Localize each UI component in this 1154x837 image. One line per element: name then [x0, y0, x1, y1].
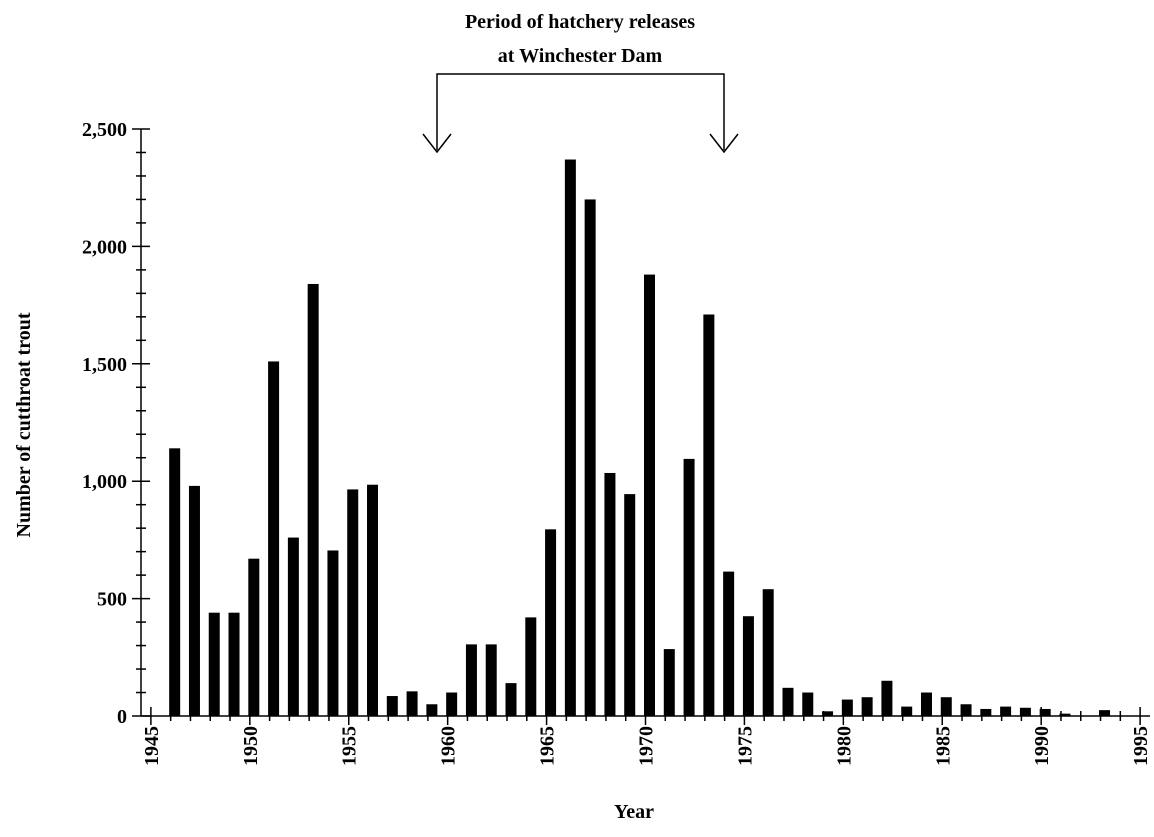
- x-tick-label: 1945: [141, 726, 163, 766]
- bar: [347, 489, 359, 716]
- bar: [228, 612, 240, 716]
- bar: [1019, 707, 1031, 716]
- bar: [188, 485, 200, 716]
- bar: [367, 484, 379, 716]
- x-tick-label: 1970: [636, 726, 658, 766]
- annotation-line: Period of hatchery releases: [465, 11, 695, 33]
- bar: [268, 361, 280, 716]
- annotation-bracket: [436, 73, 725, 150]
- bar: [604, 472, 616, 716]
- x-tick-label: 1980: [833, 726, 855, 766]
- bar: [208, 612, 220, 716]
- bar: [1039, 708, 1051, 716]
- bar: [485, 644, 497, 716]
- bar: [505, 683, 517, 716]
- bar: [545, 529, 557, 716]
- bar: [822, 711, 834, 716]
- y-tick-label: 1,000: [82, 471, 127, 493]
- bar: [327, 550, 339, 716]
- bar: [920, 692, 932, 716]
- y-tick-label: 500: [97, 589, 127, 611]
- bar: [1000, 706, 1012, 716]
- bar: [644, 274, 655, 716]
- bar: [465, 644, 477, 716]
- bar: [723, 571, 735, 716]
- x-tick-label: 1965: [537, 726, 559, 766]
- bar: [861, 697, 873, 716]
- bar: [683, 458, 695, 716]
- bar: [446, 692, 458, 716]
- y-tick-label: 0: [117, 706, 127, 728]
- bar: [525, 617, 537, 716]
- y-tick-label: 1,500: [82, 354, 127, 376]
- bar: [1059, 713, 1071, 716]
- x-tick-label: 1960: [438, 726, 460, 766]
- bar: [980, 708, 992, 716]
- bar: [584, 199, 596, 716]
- bar: [307, 283, 319, 716]
- x-tick-label: 1955: [339, 726, 361, 766]
- bar: [881, 680, 893, 716]
- bar: [782, 687, 794, 716]
- annotation-arrow: [709, 133, 739, 154]
- bar: [564, 159, 576, 717]
- bar: [406, 691, 418, 716]
- bar: [624, 494, 636, 716]
- bar: [762, 589, 774, 716]
- y-axis-label: Number of cutthroat trout: [13, 312, 35, 537]
- bar: [386, 696, 398, 716]
- bar: [169, 448, 181, 716]
- x-tick-label: 1950: [240, 726, 262, 766]
- x-tick-label: 1990: [1031, 726, 1053, 766]
- bar: [940, 697, 952, 716]
- bar: [841, 699, 853, 716]
- bar: [960, 704, 972, 716]
- x-tick-label: 1975: [734, 726, 756, 766]
- x-tick-label: 1985: [932, 726, 954, 766]
- annotation-line: at Winchester Dam: [498, 45, 663, 67]
- bar: [742, 616, 754, 716]
- bar: [287, 537, 299, 716]
- bar: [426, 704, 438, 716]
- bar: [802, 692, 814, 716]
- bar: [248, 558, 260, 716]
- bar: [1099, 710, 1111, 716]
- y-tick-label: 2,500: [82, 119, 127, 141]
- x-axis-label: Year: [614, 801, 654, 823]
- bar: [901, 706, 913, 716]
- annotation-arrow: [422, 133, 452, 154]
- x-tick-label: 1995: [1130, 726, 1152, 766]
- bar: [703, 314, 715, 716]
- bar: [663, 649, 675, 716]
- y-tick-label: 2,000: [82, 236, 127, 258]
